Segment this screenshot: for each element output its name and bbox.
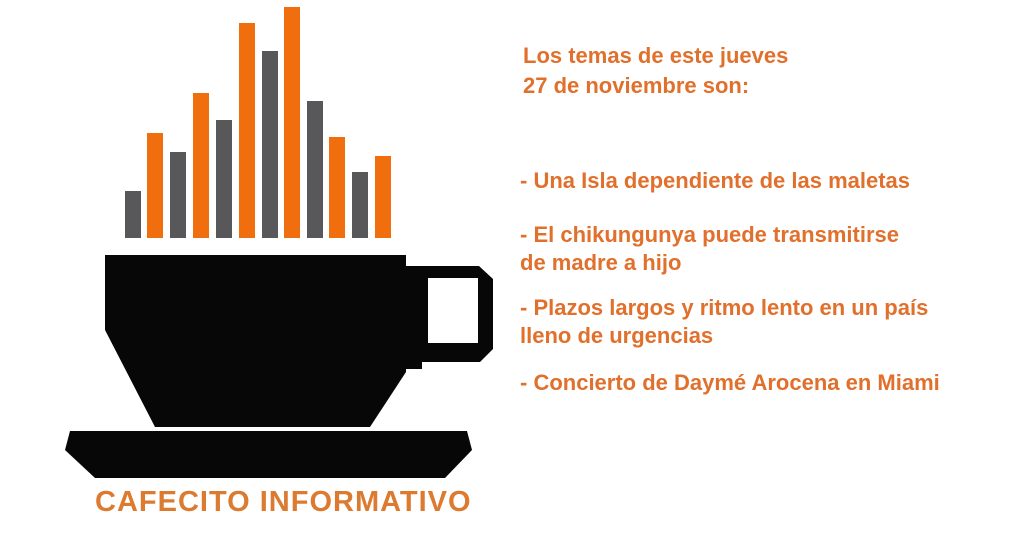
steam-bar-3 [170, 152, 186, 238]
heading-line: Los temas de este jueves [523, 43, 789, 68]
cup-handle [406, 266, 493, 362]
steam-bar-12 [375, 156, 391, 238]
steam-bar-8 [284, 7, 300, 238]
steam-bar-6 [239, 23, 255, 238]
topic-line: - Concierto de Daymé Arocena en Miami [520, 370, 940, 395]
topic-line: lleno de urgencias [520, 323, 714, 348]
steam-bar-11 [352, 172, 368, 238]
heading-line: 27 de noviembre son: [523, 73, 750, 98]
steam-bar-9 [307, 101, 323, 238]
steam-bar-10 [329, 137, 345, 238]
steam-bar-7 [262, 51, 278, 238]
cup-saucer [65, 431, 472, 478]
topic-item-4: - Concierto de Daymé Arocena en Miami [520, 369, 940, 397]
topic-line: - Una Isla dependiente de las maletas [520, 168, 911, 193]
topic-item-3: - Plazos largos y ritmo lento en un país… [520, 294, 928, 350]
steam-bar-5 [216, 120, 232, 238]
topic-item-1: - Una Isla dependiente de las maletas [520, 167, 910, 195]
topic-line: de madre a hijo [520, 250, 682, 275]
logo-title: CAFECITO INFORMATIVO [95, 486, 472, 518]
topic-line: - El chikungunya puede transmitirse [520, 222, 899, 247]
steam-bar-1 [125, 191, 141, 238]
cup-body [105, 255, 422, 427]
topic-item-2: - El chikungunya puede transmitirse de m… [520, 221, 899, 277]
topics-heading: Los temas de este jueves 27 de noviembre… [523, 41, 788, 101]
topic-line: - Plazos largos y ritmo lento en un país [520, 295, 929, 320]
steam-bar-4 [193, 93, 209, 238]
steam-bar-2 [147, 133, 163, 238]
